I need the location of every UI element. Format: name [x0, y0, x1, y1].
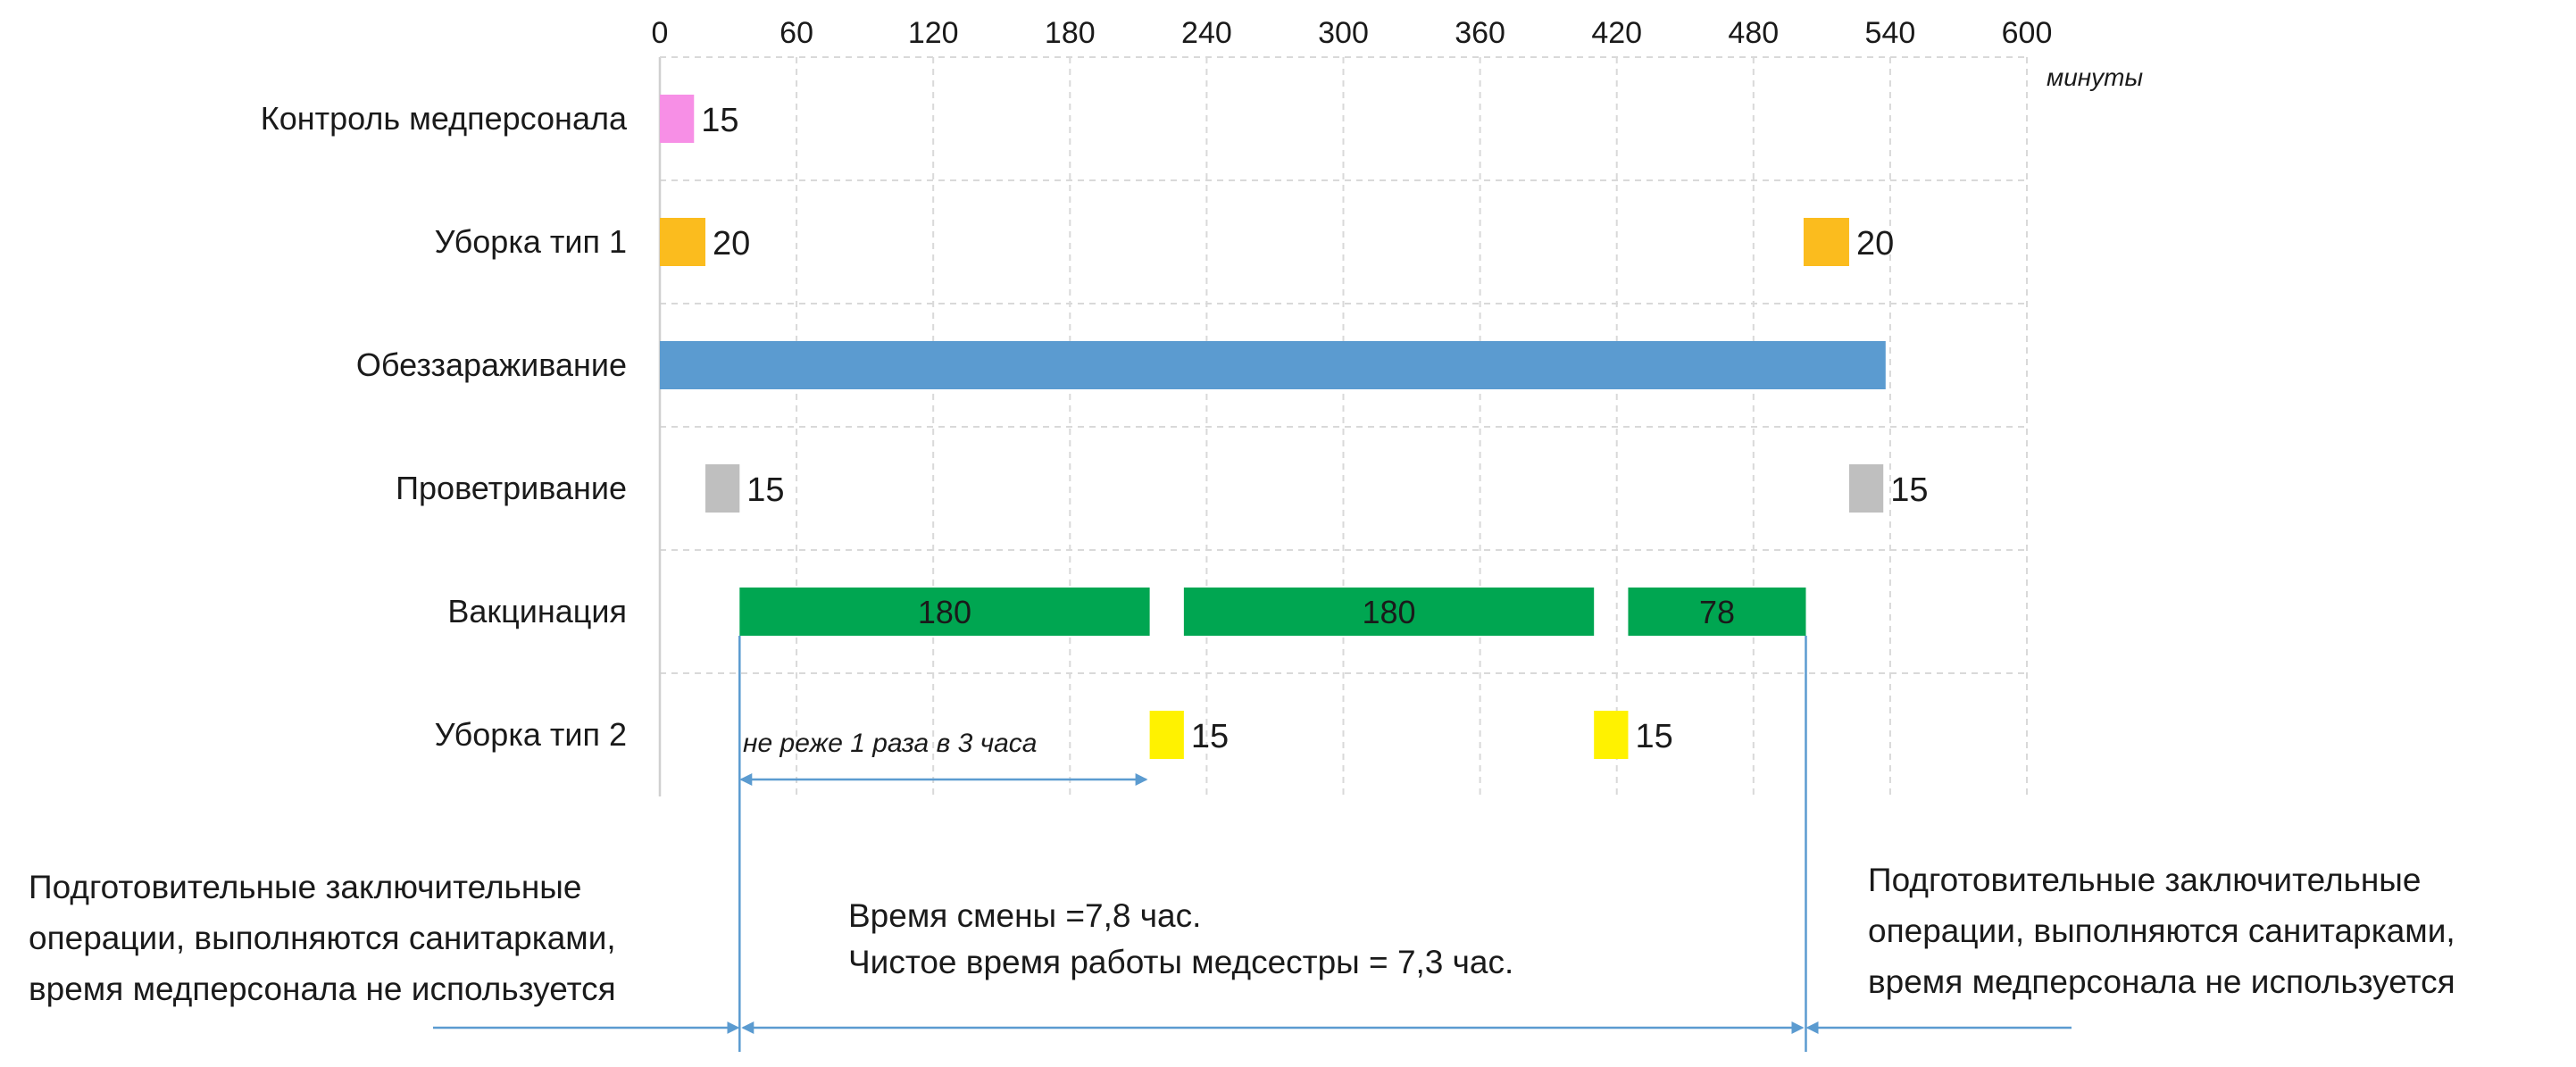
grid-lines [658, 56, 2028, 796]
net-work-time-text: Чистое время работы медсестры = 7,3 час. [848, 944, 1513, 980]
left-note-line-2: операции, выполняются санитарками, [29, 920, 616, 956]
task-bar [660, 341, 1886, 389]
task-bar-label: 78 [1699, 594, 1735, 630]
category-label: Уборка тип 1 [435, 223, 627, 260]
task-bar [1628, 588, 1806, 636]
x-axis: 0 60 120 180 240 300 360 420 480 540 600 [652, 16, 2053, 50]
x-tick-label: 420 [1591, 16, 1642, 50]
x-axis-unit-label: минуты [2047, 63, 2144, 91]
x-tick-label: 360 [1455, 16, 1505, 50]
annotations: минуты не реже 1 раза в 3 часа Время сме… [29, 63, 2455, 1052]
category-label: Контроль медперсонала [261, 100, 628, 137]
left-note-line-3: время медперсонала не используется [29, 971, 616, 1007]
category-labels: Контроль медперсонала Уборка тип 1 Обеззар… [261, 100, 628, 753]
task-bar [739, 588, 1150, 636]
task-bar-label: 15 [1635, 718, 1672, 755]
task-bar [1149, 711, 1184, 759]
task-bar-label: 20 [713, 225, 750, 263]
task-bar-label: 15 [1191, 718, 1229, 755]
left-note-line-1: Подготовительные заключительные [29, 869, 581, 905]
task-bar [705, 464, 740, 513]
task-bar [660, 95, 695, 143]
category-label: Обеззараживание [356, 346, 627, 383]
x-tick-label: 480 [1728, 16, 1779, 50]
task-bar-label: 180 [918, 594, 971, 630]
x-tick-label: 300 [1318, 16, 1369, 50]
right-note-line-2: операции, выполняются санитарками, [1868, 913, 2455, 949]
task-bar-label: 180 [1362, 594, 1415, 630]
task-bar-label: 15 [701, 102, 738, 139]
x-tick-label: 120 [908, 16, 959, 50]
x-tick-label: 240 [1181, 16, 1232, 50]
category-label: Проветривание [396, 470, 627, 506]
task-bar [660, 218, 706, 266]
task-bar [1594, 711, 1629, 759]
x-tick-label: 0 [652, 16, 669, 50]
x-tick-label: 540 [1865, 16, 1916, 50]
interval-note: не реже 1 раза в 3 часа [743, 729, 1038, 758]
right-note-line-1: Подготовительные заключительные [1868, 862, 2421, 898]
task-bars: 15 20 20 15 15 180 180 78 15 15 [660, 95, 1929, 759]
task-bar [1803, 218, 1849, 266]
task-bar-label: 15 [746, 471, 784, 509]
x-tick-label: 600 [2002, 16, 2053, 50]
category-label: Вакцинация [447, 593, 627, 629]
task-bar-label: 15 [1890, 471, 1928, 509]
right-note-line-3: время медперсонала не используется [1868, 963, 2455, 1000]
task-bar [1183, 588, 1595, 636]
shift-time-text: Время смены =7,8 час. [848, 897, 1201, 934]
category-label: Уборка тип 2 [435, 716, 627, 753]
task-bar [1848, 464, 1884, 513]
task-bar-label: 20 [1856, 225, 1894, 263]
x-tick-label: 60 [779, 16, 813, 50]
x-tick-label: 180 [1045, 16, 1096, 50]
